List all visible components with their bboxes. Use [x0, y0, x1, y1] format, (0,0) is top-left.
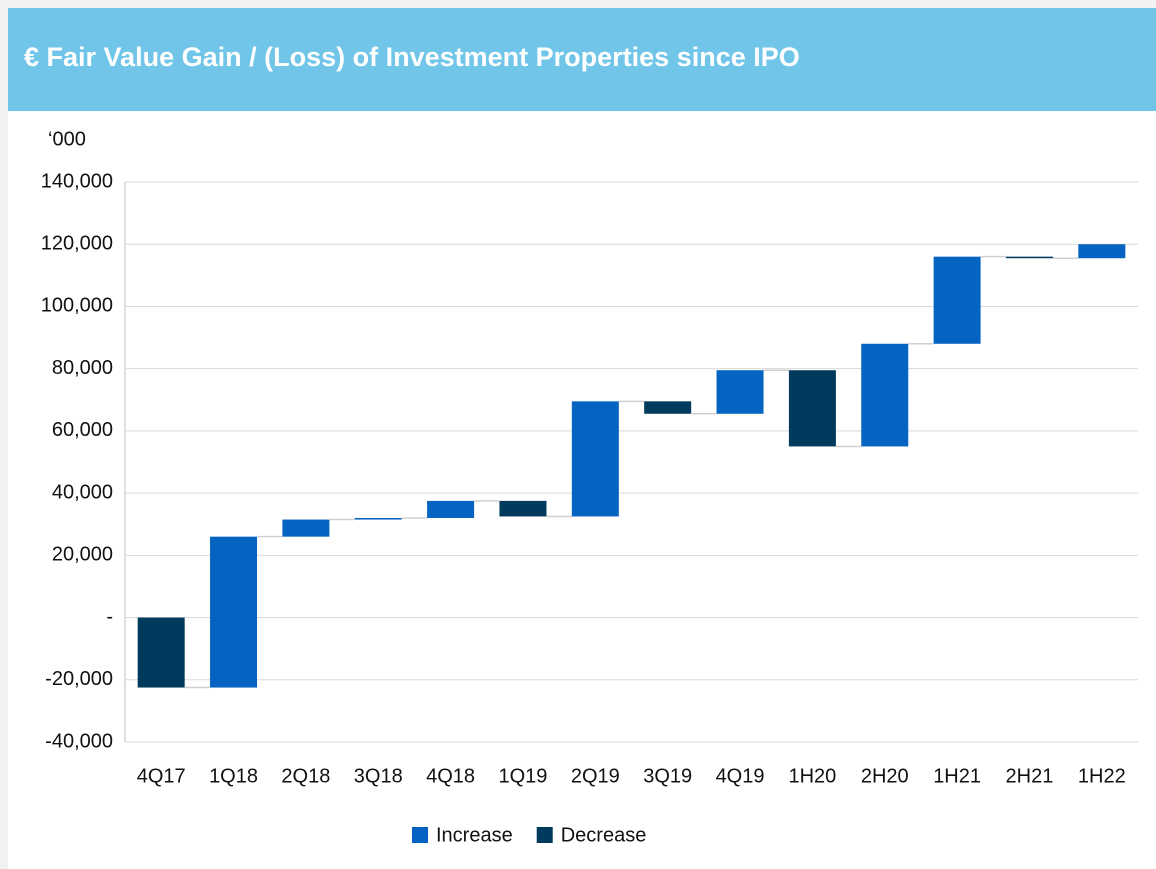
x-tick-label: 2H20 — [861, 765, 909, 787]
legend-label: Decrease — [561, 824, 647, 846]
legend-swatch — [412, 827, 428, 843]
x-tick-label: 4Q19 — [716, 765, 765, 787]
y-tick-label: -20,000 — [45, 668, 113, 690]
bar — [282, 519, 330, 537]
x-tick-label: 1H22 — [1078, 765, 1126, 787]
x-tick-label: 2H21 — [1006, 765, 1054, 787]
x-tick-label: 4Q17 — [137, 765, 186, 787]
y-tick-label: 140,000 — [41, 170, 113, 192]
x-tick-label: 3Q18 — [354, 765, 403, 787]
legend-swatch — [536, 827, 553, 843]
x-tick-label: 1H21 — [933, 765, 981, 787]
bar — [933, 256, 981, 344]
bar — [499, 500, 547, 517]
x-tick-label: 4Q18 — [426, 765, 475, 787]
x-tick-label: 1Q19 — [498, 765, 547, 787]
bar — [644, 401, 692, 414]
x-tick-label: 2Q19 — [571, 765, 620, 787]
bar — [861, 343, 909, 447]
bar — [210, 536, 258, 688]
bar — [137, 617, 185, 688]
y-tick-label: 80,000 — [52, 357, 113, 379]
y-tick-label: -40,000 — [45, 730, 113, 752]
chart-title: € Fair Value Gain / (Loss) of Investment… — [24, 42, 800, 72]
y-tick-label: 20,000 — [52, 544, 113, 566]
bar — [427, 500, 475, 518]
y-tick-label: 60,000 — [52, 419, 113, 441]
bar — [788, 370, 836, 447]
x-tick-label: 3Q19 — [643, 765, 692, 787]
bar — [1005, 256, 1053, 259]
y-unit-label: ‘000 — [48, 128, 86, 150]
legend-label: Increase — [436, 824, 513, 846]
x-tick-label: 1H20 — [788, 765, 836, 787]
y-tick-label: 100,000 — [41, 295, 113, 317]
bar — [571, 401, 619, 517]
bar — [354, 518, 402, 520]
y-tick-label: 40,000 — [52, 481, 113, 503]
bar — [1078, 244, 1126, 259]
bar — [716, 370, 764, 414]
x-tick-label: 1Q18 — [209, 765, 258, 787]
y-tick-label: - — [106, 606, 113, 628]
title-bar — [8, 8, 1156, 111]
x-tick-label: 2Q18 — [281, 765, 330, 787]
y-tick-label: 120,000 — [41, 233, 113, 255]
